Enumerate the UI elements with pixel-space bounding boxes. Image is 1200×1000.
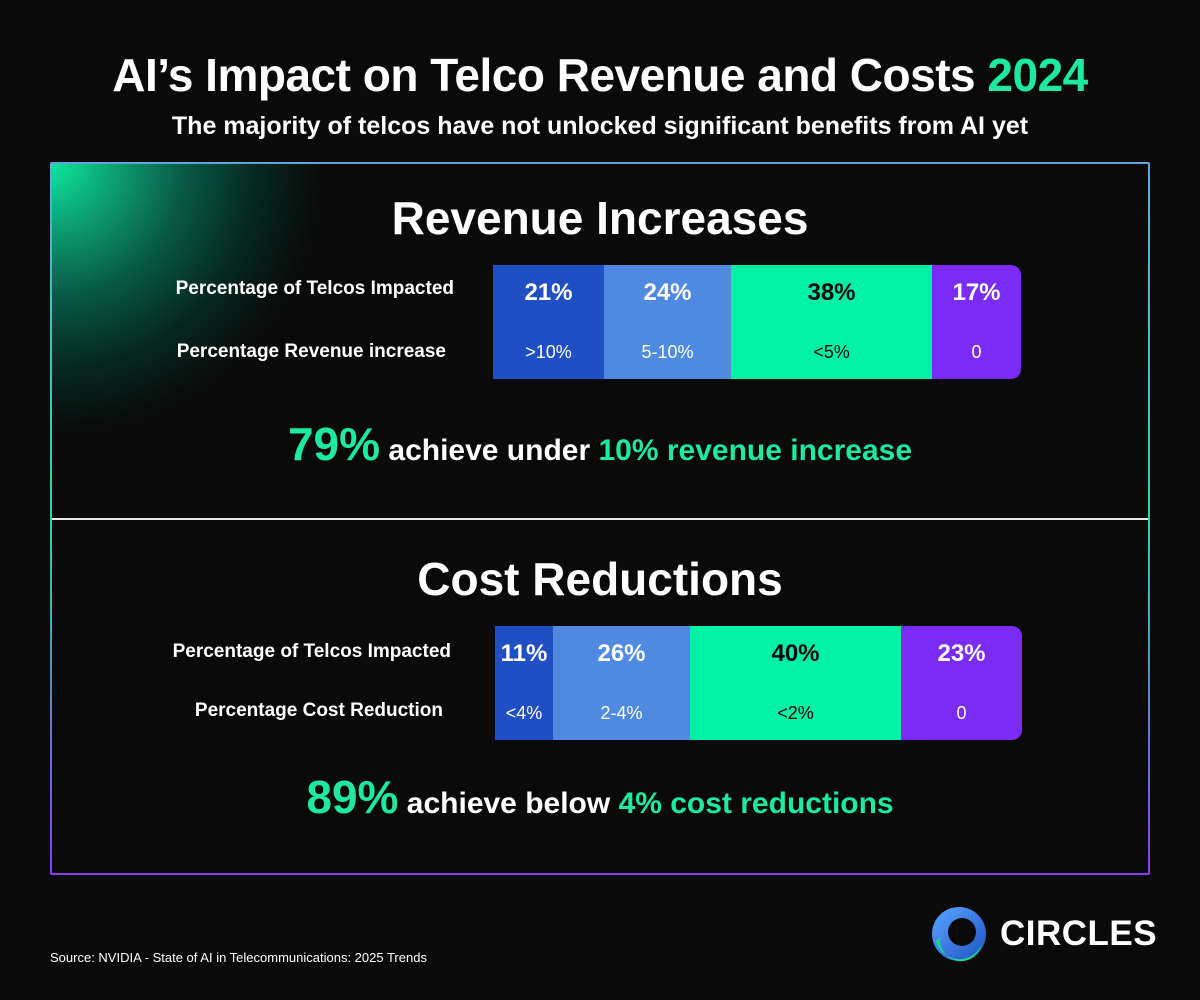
revenue-summary-highlight: 10% revenue increase <box>598 434 913 467</box>
revenue-section-title: Revenue Increases <box>391 192 809 244</box>
cost-bar-segment: 11% <4% <box>495 626 553 740</box>
cost-segment-value-label: 23% <box>937 640 986 667</box>
revenue-segment-value-label: 24% <box>643 279 692 306</box>
title-text: AI’s Impact on Telco Revenue and Costs <box>112 49 976 101</box>
cost-summary-big: 89% <box>306 771 399 823</box>
revenue-row-label-increase: Percentage Revenue increase <box>176 341 446 362</box>
revenue-row-label-impacted: Percentage of Telcos Impacted <box>175 278 454 299</box>
cost-segment-value-label: 26% <box>597 640 646 667</box>
revenue-segment-value-label: 38% <box>807 279 856 306</box>
revenue-bar-segment: 17% 0 <box>932 265 1021 379</box>
cost-segment-category-label: 0 <box>956 703 967 723</box>
cost-bar-segment: 40% <2% <box>690 626 901 740</box>
cost-segment-category-label: <2% <box>777 703 814 723</box>
glow-decoration <box>52 164 432 520</box>
revenue-segment-value-label: 21% <box>524 279 573 306</box>
circles-logo-text: CIRCLES <box>1000 914 1158 953</box>
cost-summary-mid: achieve below <box>398 787 619 820</box>
page-subtitle: The majority of telcos have not unlocked… <box>171 112 1029 140</box>
cost-segment-value-label: 11% <box>500 640 548 667</box>
cost-segment-category-label: 2-4% <box>600 703 643 723</box>
cost-row-label-impacted: Percentage of Telcos Impacted <box>172 641 451 662</box>
circles-logo: CIRCLES <box>930 903 1157 965</box>
cost-row-label-reduction: Percentage Cost Reduction <box>194 700 443 721</box>
cost-segment-value-label: 40% <box>771 640 820 667</box>
revenue-stacked-bar: 21% >10% 24% 5-10% 38% <5% 17% 0 <box>493 265 1021 379</box>
cost-summary-highlight: 4% cost reductions <box>618 787 894 820</box>
cost-stacked-bar: 11% <4% 26% 2-4% 40% <2% 23% 0 <box>495 626 1022 740</box>
cost-section-title: Cost Reductions <box>417 553 783 605</box>
cost-segment-category-label: <4% <box>505 703 543 723</box>
revenue-segment-category-label: 5-10% <box>641 342 694 362</box>
charts-panel: Revenue Increases Percentage of Telcos I… <box>50 162 1150 875</box>
revenue-bar-segment: 21% >10% <box>493 265 604 379</box>
page-title: AI’s Impact on Telco Revenue and Costs 2… <box>0 48 1200 102</box>
revenue-summary-big: 79% <box>287 418 381 470</box>
revenue-segment-category-label: >10% <box>525 342 572 362</box>
circles-logo-icon <box>932 907 986 962</box>
revenue-bar-segment: 38% <5% <box>731 265 932 379</box>
revenue-summary-mid: achieve under <box>380 434 599 467</box>
title-year: 2024 <box>987 49 1088 101</box>
cost-bar-segment: 23% 0 <box>901 626 1022 740</box>
cost-bar-segment: 26% 2-4% <box>553 626 690 740</box>
revenue-summary: 79% achieve under 10% revenue increase <box>52 417 1148 471</box>
revenue-segment-category-label: <5% <box>813 342 850 362</box>
revenue-segment-category-label: 0 <box>971 342 982 362</box>
section-divider <box>52 518 1148 520</box>
revenue-segment-value-label: 17% <box>952 279 1001 306</box>
cost-summary: 89% achieve below 4% cost reductions <box>52 770 1148 824</box>
source-note: Source: NVIDIA - State of AI in Telecomm… <box>50 950 427 965</box>
revenue-bar-segment: 24% 5-10% <box>604 265 731 379</box>
